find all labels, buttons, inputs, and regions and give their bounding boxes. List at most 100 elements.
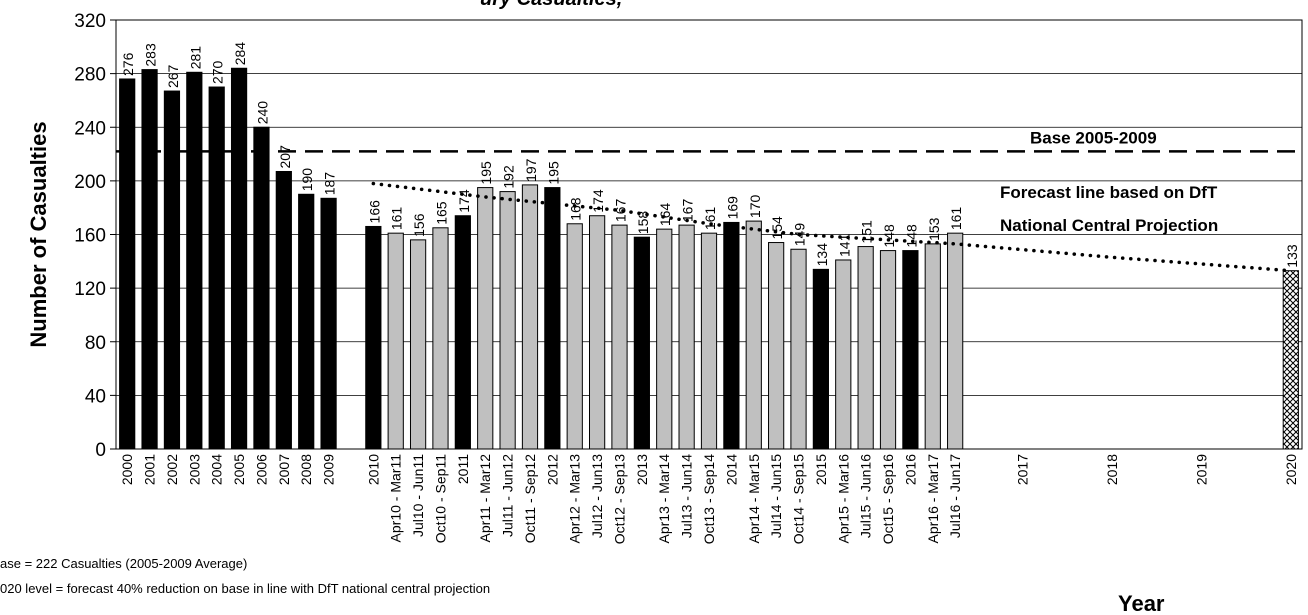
x-tick-label: 2002 <box>164 454 180 485</box>
annual-bar <box>902 250 919 450</box>
x-tick-label: 2015 <box>813 454 829 485</box>
x-tick-label: 2011 <box>455 454 471 484</box>
y-tick-label: 40 <box>85 386 106 407</box>
bar-value-label: 166 <box>366 200 382 224</box>
annual-bar <box>186 71 203 450</box>
bar-value-label: 284 <box>232 42 248 66</box>
bar-value-label: 167 <box>680 199 696 223</box>
y-tick-label: 80 <box>85 333 106 354</box>
bar-value-label: 190 <box>299 168 315 192</box>
chart-title-fragment: ury Casualties, <box>480 0 622 11</box>
bar-value-label: 134 <box>814 243 830 267</box>
footnote-target: 020 level = forecast 40% reduction on ba… <box>0 581 491 596</box>
x-tick-label: Apr10 - Mar11 <box>388 454 404 543</box>
annual-bar <box>230 67 248 450</box>
x-tick-label: Jul12 - Jun13 <box>589 454 605 538</box>
annual-bar <box>253 126 270 450</box>
y-tick-label: 200 <box>74 172 106 193</box>
bar-value-label: 168 <box>568 197 584 221</box>
annual-bar <box>163 90 181 450</box>
rolling-bar <box>589 215 606 450</box>
bar-value-label: 161 <box>389 207 405 231</box>
x-tick-label: 2001 <box>142 454 158 485</box>
x-tick-label: 2008 <box>298 454 314 485</box>
bar-value-label: 148 <box>903 224 919 248</box>
x-tick-label: 2016 <box>902 454 918 485</box>
rolling-bar <box>387 232 404 450</box>
x-tick-label: Apr11 - Mar12 <box>477 454 493 543</box>
rolling-bar <box>700 232 718 450</box>
bar-value-label: 170 <box>747 195 763 219</box>
x-tick-label: 2010 <box>365 454 381 485</box>
x-tick-label: Oct13 - Sep14 <box>701 454 717 544</box>
bar-value-label: 276 <box>120 52 136 76</box>
x-tick-label: 2000 <box>119 454 135 485</box>
annual-bar <box>723 221 740 450</box>
x-tick-label: 2019 <box>1193 454 1209 485</box>
bar-value-label: 270 <box>210 60 226 84</box>
annual-bar <box>275 170 292 450</box>
x-tick-label: 2020 <box>1283 454 1299 485</box>
bar-value-label: 161 <box>702 207 718 231</box>
bar-value-label: 267 <box>165 64 181 88</box>
rolling-bar <box>566 223 583 450</box>
annual-bar <box>454 215 471 450</box>
y-tick-label: 160 <box>74 226 106 247</box>
annual-bar <box>544 187 561 450</box>
bar-value-label: 133 <box>1284 244 1300 268</box>
x-tick-label: Apr16 - Mar17 <box>925 454 941 544</box>
x-tick-label: Oct14 - Sep15 <box>791 454 807 544</box>
rolling-bar <box>611 224 628 450</box>
bars <box>119 67 1299 450</box>
annual-bar <box>812 268 829 450</box>
y-tick-label: 320 <box>74 11 106 32</box>
rolling-bar <box>432 227 449 450</box>
x-tick-label: Oct10 - Sep11 <box>432 454 448 543</box>
x-tick-label: Oct11 - Sep12 <box>522 454 538 543</box>
bar-value-label: 156 <box>411 213 427 237</box>
bar-value-label: 153 <box>926 217 942 241</box>
bar-value-label: 164 <box>657 203 673 227</box>
footnote-base: ase = 222 Casualties (2005-2009 Average) <box>0 556 248 571</box>
y-tick-label: 120 <box>74 279 106 300</box>
y-tick-labels: 0 40 80 120 160 200 240 280 320 <box>74 11 106 461</box>
bar-value-label: 187 <box>322 172 338 196</box>
rolling-bar <box>879 250 897 450</box>
bar-value-label: 207 <box>277 145 293 169</box>
bar-value-label: 192 <box>501 165 517 189</box>
annual-bar <box>633 236 650 450</box>
rolling-bar <box>521 184 539 450</box>
x-tick-label: Jul16 - Jun17 <box>947 454 963 538</box>
x-tick-label: Apr13 - Mar14 <box>656 454 672 544</box>
annual-bar <box>320 197 337 450</box>
bar-value-label: 154 <box>769 216 785 240</box>
x-tick-label: 2003 <box>186 454 202 485</box>
rolling-bar <box>835 259 852 450</box>
rolling-bar <box>924 243 941 450</box>
y-axis-label: Number of Casualties <box>26 121 51 347</box>
x-tick-label: 2018 <box>1104 454 1120 485</box>
annual-bar <box>298 193 315 450</box>
rolling-bar <box>409 239 427 450</box>
x-tick-label: Jul11 - Jun12 <box>500 454 516 537</box>
target-bar <box>1282 270 1299 450</box>
y-tick-label: 0 <box>95 440 106 461</box>
bar-value-labels: 276 283 267 281 270 284 240 207 190 187 166 161 156 1… <box>120 42 1300 268</box>
bar-value-label: 174 <box>590 189 606 213</box>
x-tick-label: 2009 <box>321 454 337 485</box>
bar-value-label: 158 <box>635 211 651 235</box>
bar-value-label: 169 <box>724 196 740 220</box>
baseline-label: Base 2005-2009 <box>1030 128 1157 147</box>
rolling-bar <box>790 248 807 450</box>
bar-value-label: 281 <box>187 46 203 70</box>
forecast-label-line1: Forecast line based on DfT <box>1000 183 1218 202</box>
forecast-label-line2: National Central Projection <box>1000 216 1218 235</box>
bar-value-label: 174 <box>456 189 472 213</box>
x-tick-label: Jul13 - Jun14 <box>679 454 695 538</box>
rolling-bar <box>656 228 673 450</box>
bar-value-label: 195 <box>478 161 494 185</box>
y-tick-label: 280 <box>74 65 106 86</box>
x-axis-label: Year <box>1118 591 1165 615</box>
annual-bar <box>208 86 225 450</box>
